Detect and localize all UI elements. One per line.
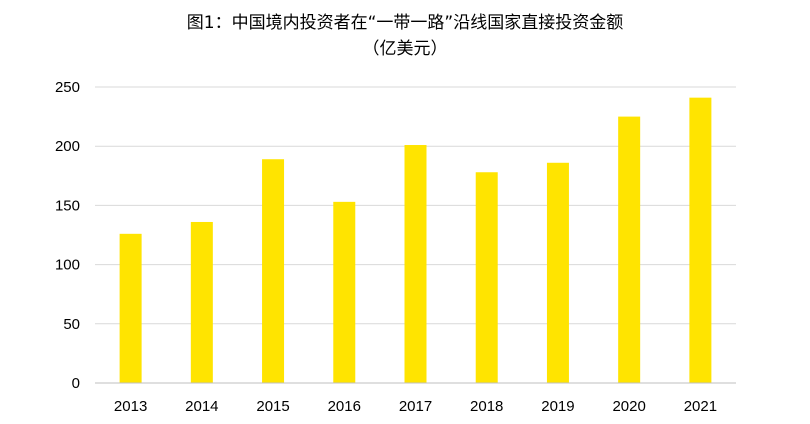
bar (618, 116, 641, 383)
y-axis-ticks: 0 50 100 150 200 250 (55, 79, 80, 392)
bar (333, 201, 356, 383)
bar (190, 221, 213, 383)
y-tick-label: 50 (63, 316, 80, 333)
x-tick-label: 2019 (541, 398, 574, 415)
x-tick-label: 2015 (256, 398, 289, 415)
x-tick-label: 2018 (470, 398, 503, 415)
x-tick-label: 2020 (612, 398, 645, 415)
x-tick-label: 2016 (328, 398, 361, 415)
bar (262, 159, 285, 383)
x-tick-label: 2021 (684, 398, 717, 415)
x-tick-label: 2017 (399, 398, 432, 415)
x-tick-label: 2013 (114, 398, 147, 415)
y-tick-label: 100 (55, 257, 80, 274)
bar (119, 233, 142, 383)
chart-subtitle: （亿美元） (362, 39, 448, 59)
bars (119, 97, 712, 383)
y-tick-label: 200 (55, 138, 80, 155)
chart-title: 图1：中国境内投资者在“一带一路”沿线国家直接投资金额 (186, 13, 624, 33)
bar (689, 97, 712, 383)
bar (546, 162, 569, 383)
bar (475, 172, 498, 383)
x-tick-label: 2014 (185, 398, 218, 415)
y-tick-label: 250 (55, 79, 80, 96)
x-axis-ticks: 2013 2014 2015 2016 2017 2018 2019 2020 2021 (114, 398, 717, 415)
y-tick-label: 150 (55, 197, 80, 214)
bar (404, 145, 427, 383)
y-tick-label: 0 (72, 375, 80, 392)
